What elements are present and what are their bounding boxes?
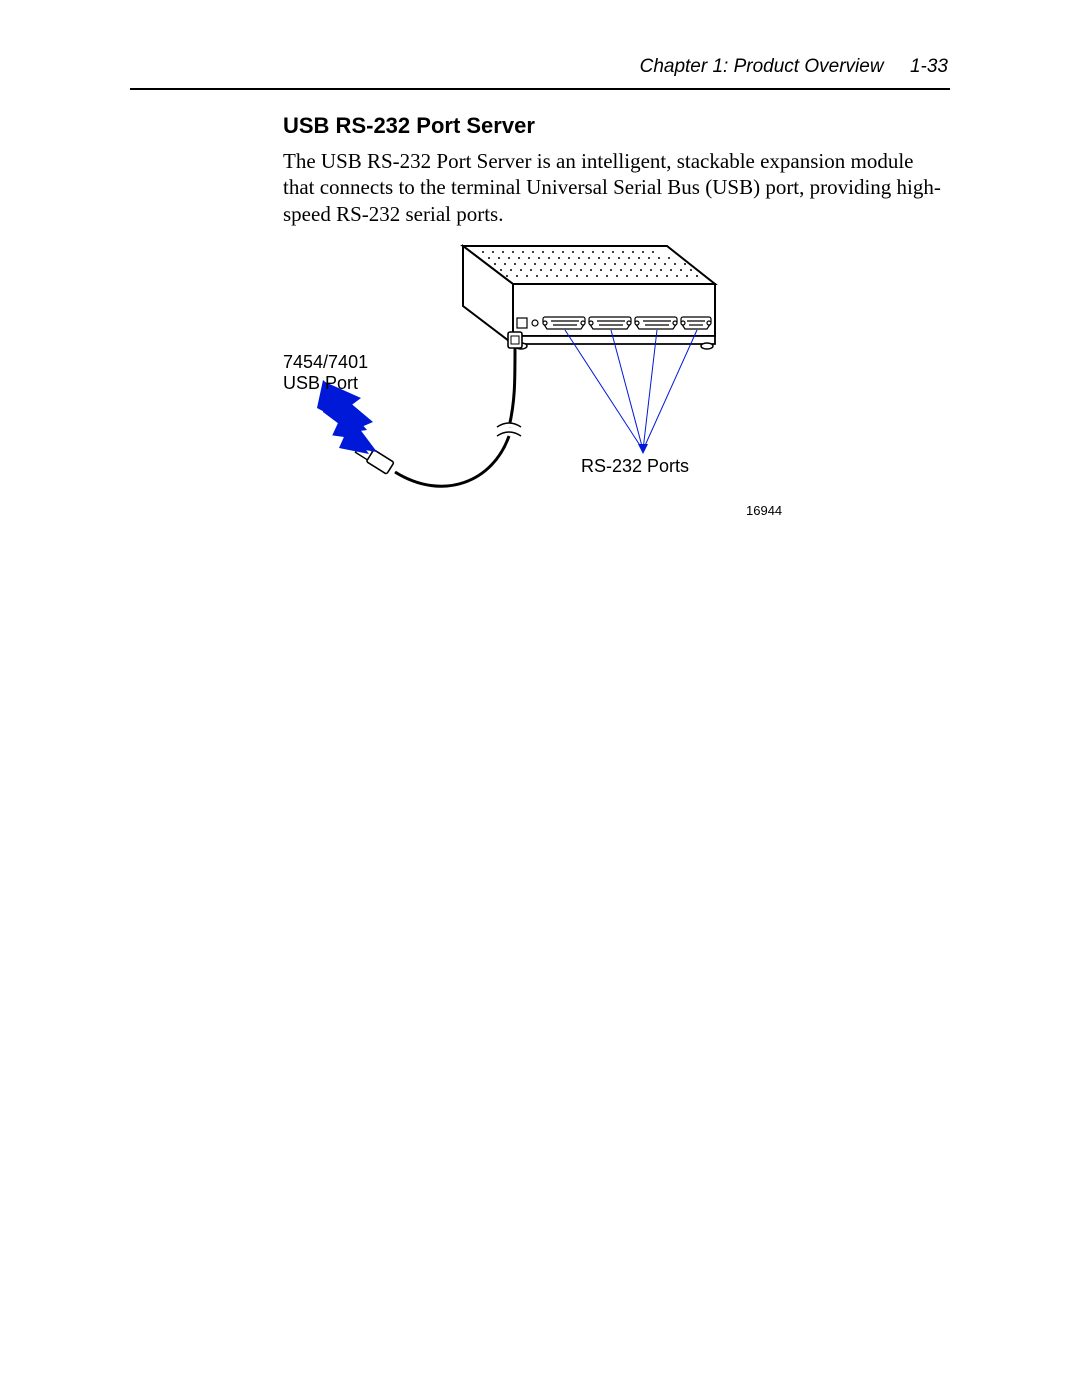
- page-header: Chapter 1: Product Overview 1-33: [640, 56, 948, 78]
- label-usb-line2: USB Port: [283, 373, 358, 393]
- section-title: USB RS-232 Port Server: [283, 113, 535, 139]
- section-body: The USB RS-232 Port Server is an intelli…: [283, 148, 943, 227]
- label-usb-line1: 7454/7401: [283, 352, 368, 372]
- figure-label-usb-port: 7454/7401 USB Port: [283, 352, 368, 393]
- chapter-label: Chapter 1: Product Overview: [640, 56, 884, 77]
- figure-label-rs232-ports: RS-232 Ports: [581, 456, 689, 477]
- document-page: Chapter 1: Product Overview 1-33 USB RS-…: [0, 0, 1080, 1397]
- page-number: 1-33: [910, 56, 948, 77]
- figure-id: 16944: [746, 503, 782, 518]
- header-rule: [130, 88, 950, 90]
